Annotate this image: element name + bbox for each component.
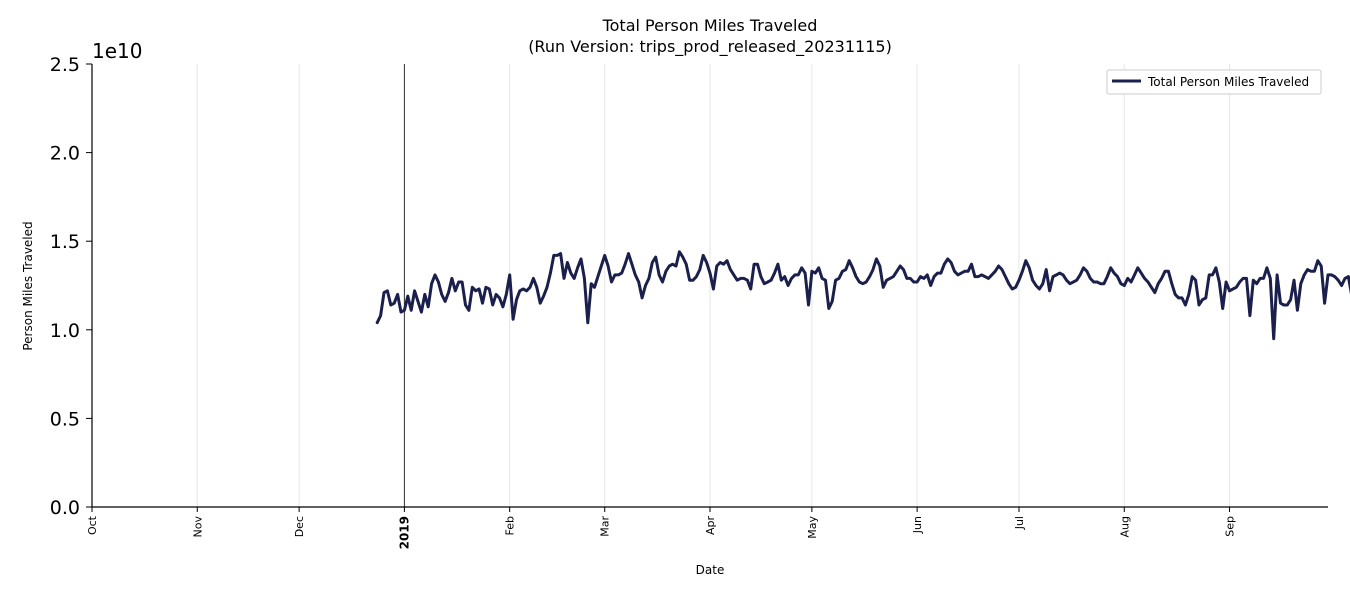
x-tick-label: Mar xyxy=(599,516,612,537)
x-tick-label: 2019 xyxy=(397,516,411,549)
y-tick-label: 1.5 xyxy=(50,231,80,253)
x-tick-label: Feb xyxy=(504,516,517,535)
x-tick-label: Aug xyxy=(1118,516,1131,537)
y-tick-label: 0.0 xyxy=(50,497,80,519)
x-tick-label: Jul xyxy=(1013,516,1026,530)
series-line-total-person-miles xyxy=(375,250,1350,341)
legend: Total Person Miles Traveled xyxy=(1106,69,1322,95)
legend-box xyxy=(1106,69,1322,95)
y-tick-label: 2.0 xyxy=(50,143,80,165)
chart-subtitle: (Run Version: trips_prod_released_202311… xyxy=(528,37,892,57)
y-tick-label: 0.5 xyxy=(50,408,80,430)
chart-title: Total Person Miles Traveled xyxy=(602,16,818,35)
x-tick-label: Jun xyxy=(911,516,924,534)
y-axis-offset-label: 1e10 xyxy=(92,39,142,63)
y-axis-ticks: 0.0 0.5 1.0 1.5 2.0 2.5 xyxy=(50,54,92,519)
legend-label: Total Person Miles Traveled xyxy=(1147,75,1309,89)
x-tick-label: Sep xyxy=(1224,516,1237,537)
x-tick-label: Nov xyxy=(191,516,204,538)
x-tick-label: Apr xyxy=(704,516,717,536)
x-tick-label: Dec xyxy=(293,516,306,537)
x-axis-ticks: Oct Nov Dec 2019 Feb Mar Apr May Jun Jul Aug Sep xyxy=(86,507,1237,549)
y-tick-label: 1.0 xyxy=(50,320,80,342)
x-axis-label: Date xyxy=(696,563,725,577)
y-axis-label: Person Miles Traveled xyxy=(21,221,35,350)
y-tick-label: 2.5 xyxy=(50,54,80,76)
x-tick-label: Oct xyxy=(86,515,99,535)
x-tick-label: May xyxy=(806,516,819,539)
